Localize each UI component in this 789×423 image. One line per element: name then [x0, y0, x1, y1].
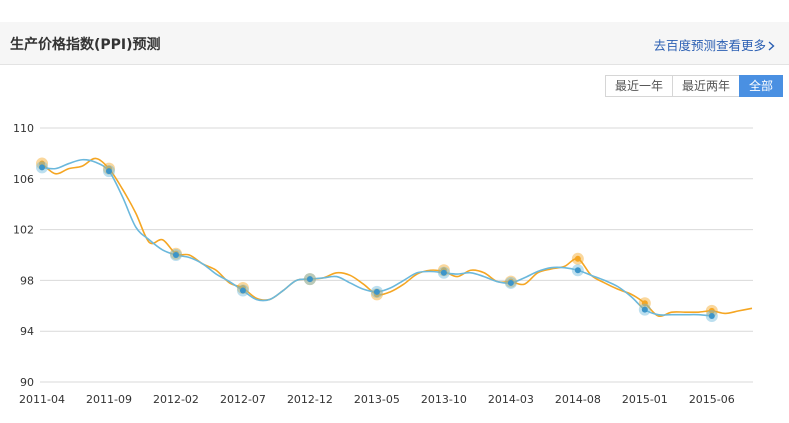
actual-point — [574, 255, 581, 262]
x-tick-label: 2012-12 — [287, 393, 333, 406]
forecast-point — [239, 287, 246, 294]
actual-point — [708, 307, 715, 314]
y-tick-label: 94 — [20, 325, 34, 338]
x-tick-label: 2013-10 — [421, 393, 467, 406]
forecast-point — [373, 288, 380, 295]
forecast-point — [507, 279, 514, 286]
forecast-point — [641, 306, 648, 313]
actual-series-line — [41, 157, 753, 318]
page-title: 生产价格指数(PPI)预测 — [10, 37, 161, 53]
tab-last-year[interactable]: 最近一年 — [604, 75, 673, 97]
x-tick-label: 2012-02 — [153, 393, 199, 406]
top-band — [0, 0, 789, 22]
x-tick-label: 2014-03 — [488, 393, 534, 406]
x-tick-label: 2013-05 — [354, 393, 400, 406]
x-tick-label: 2011-09 — [86, 393, 132, 406]
y-tick-label: 90 — [20, 376, 34, 389]
forecast-point — [708, 312, 715, 319]
actual-point — [641, 300, 648, 307]
x-tick-label: 2014-08 — [555, 393, 601, 406]
y-tick-label: 110 — [13, 122, 34, 135]
forecast-point — [172, 252, 179, 258]
forecast-point — [574, 267, 581, 274]
range-tabs: 最近一年 最近两年 全部 — [604, 75, 783, 97]
y-tick-label: 106 — [13, 173, 34, 186]
forecast-point — [39, 164, 45, 171]
x-tick-label: 2012-07 — [220, 393, 266, 406]
x-tick-label: 2015-06 — [689, 393, 735, 406]
x-tick-label: 2015-01 — [622, 393, 668, 406]
x-tick-label: 2011-04 — [19, 393, 65, 406]
forecast-point — [306, 276, 313, 283]
y-tick-label: 98 — [20, 274, 34, 287]
tab-last-two-years[interactable]: 最近两年 — [671, 75, 740, 97]
more-link-label: 去百度预测查看更多 — [653, 38, 766, 53]
tab-all[interactable]: 全部 — [738, 75, 783, 97]
forecast-point — [105, 168, 112, 175]
y-tick-label: 102 — [13, 224, 34, 237]
more-predictions-link[interactable]: 去百度预测查看更多 — [653, 35, 775, 54]
forecast-point — [440, 269, 447, 276]
chevron-right-icon — [768, 38, 775, 53]
chart-header: 生产价格指数(PPI)预测 去百度预测查看更多 — [0, 22, 789, 65]
